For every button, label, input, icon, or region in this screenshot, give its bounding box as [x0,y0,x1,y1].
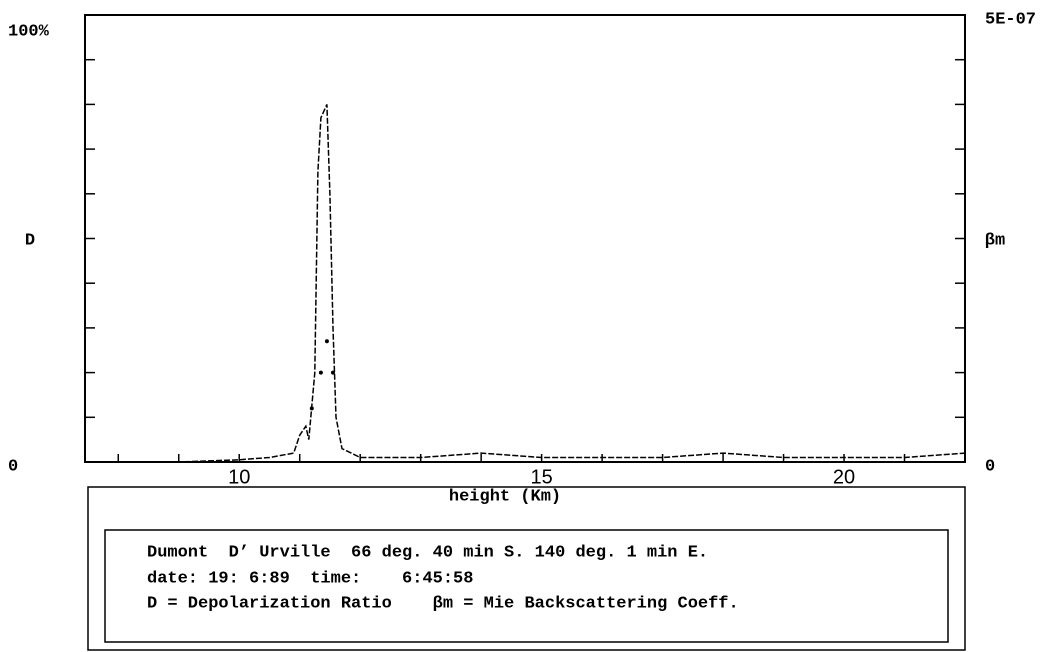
annotation: Dumont D’ Urville 66 deg. 40 min S. 140 … [147,543,708,562]
plot-frame [84,14,966,463]
x-tick-label: 20 [833,466,855,488]
y2-tick-label: 0 [985,457,995,476]
info-box-outer [87,486,966,651]
annotation: D = Depolarization Ratio βm = Mie Backsc… [147,594,739,613]
y-axis-label: D [25,231,35,250]
data-point [318,370,323,375]
annotation: date: 19: 6:89 time: 6:45:58 [147,569,473,588]
y2-axis-label: βm [985,231,1005,250]
data-line [88,104,966,463]
y2-tick-label: 5E-07 [985,10,1036,29]
x-tick-label: 15 [531,466,553,488]
data-point [309,406,314,411]
data-point [330,370,335,375]
x-tick-label: 10 [228,466,250,488]
y-tick-label: 0 [8,457,18,476]
x-axis-label: height (Km) [449,487,561,506]
y-tick-label: 100% [8,22,50,41]
info-box-inner [104,529,949,643]
data-point [324,339,329,344]
